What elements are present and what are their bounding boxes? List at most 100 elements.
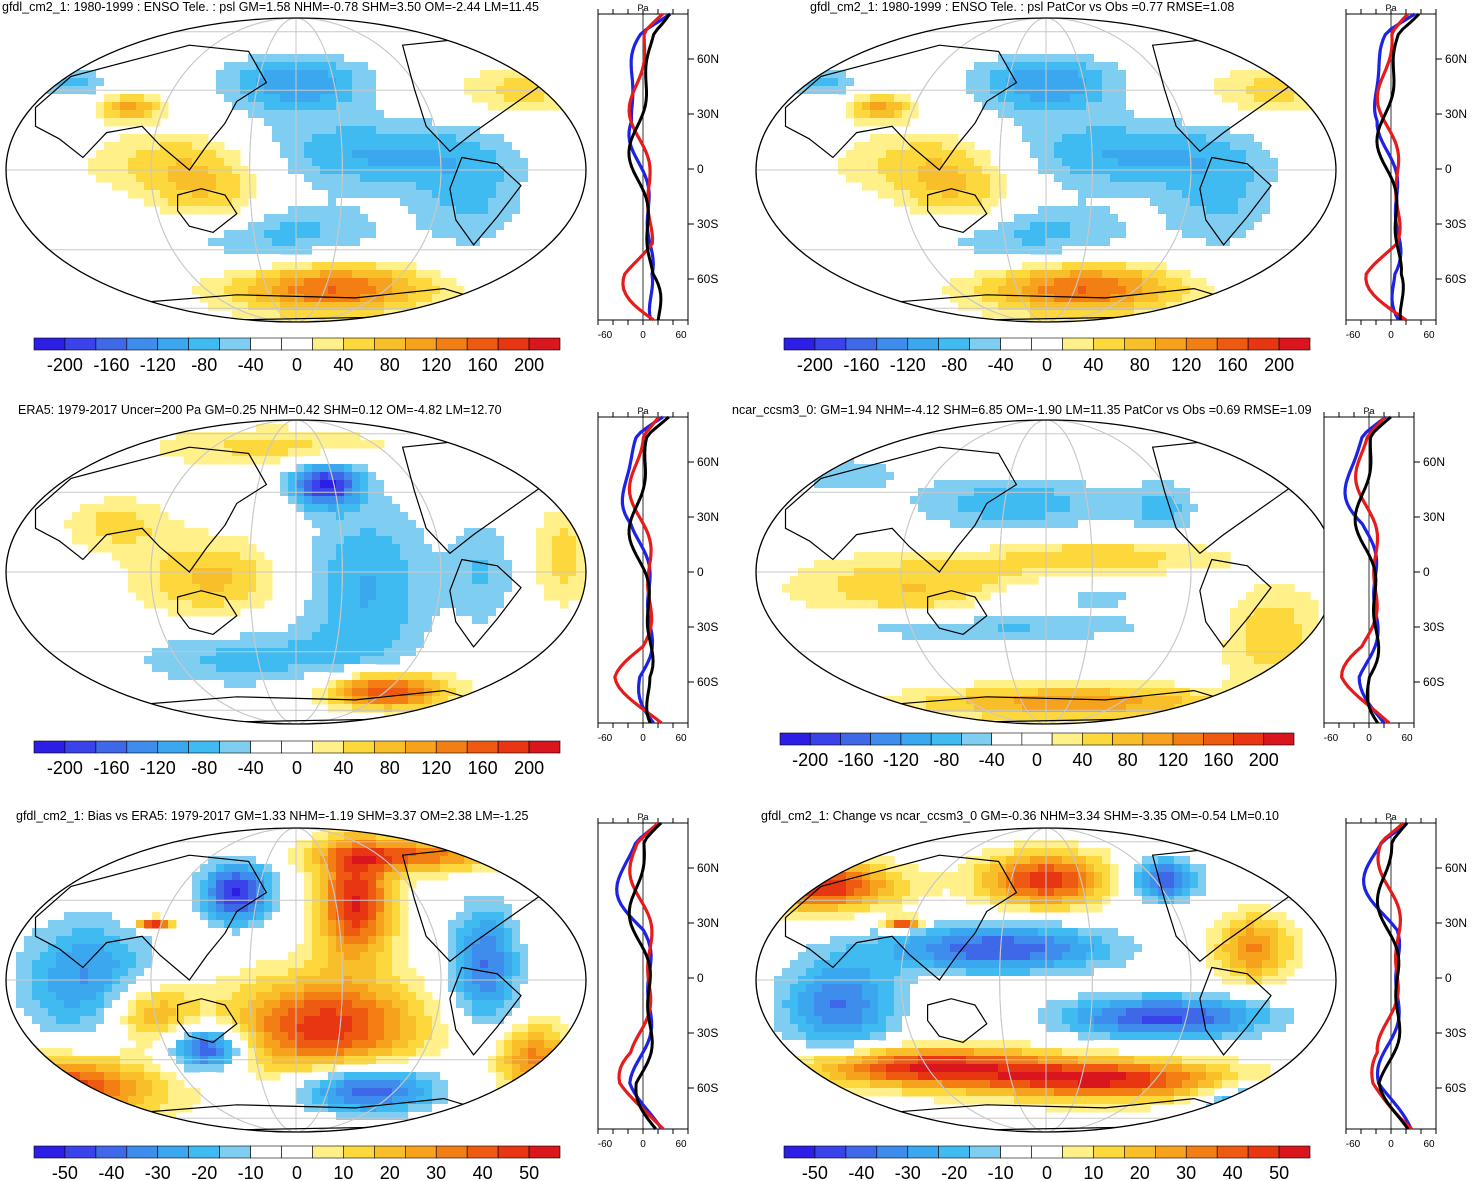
- colorbar-swatch: [64, 740, 97, 754]
- colorbar-swatch: [219, 1145, 251, 1159]
- colorbar-label: -120: [140, 758, 176, 778]
- colorbar-swatch: [466, 337, 499, 351]
- profile-lat-label: 60S: [697, 675, 718, 689]
- colorbar-swatch: [1216, 1145, 1249, 1159]
- profile-x-label: 0: [1366, 733, 1372, 744]
- panel-title: gfdl_cm2_1: Change vs ncar_ccsm3_0 GM=-0…: [761, 809, 1279, 823]
- colorbar-swatch: [250, 740, 282, 754]
- colorbar-swatch: [343, 1145, 375, 1159]
- colorbar-swatch: [961, 732, 992, 746]
- colorbar-swatch: [435, 740, 468, 754]
- colorbar-swatch: [188, 740, 220, 754]
- colorbar-swatch: [497, 337, 530, 351]
- map-panel-3: [5, 419, 587, 725]
- profile-lat-label: 30S: [697, 620, 718, 634]
- colorbar-swatch: [1000, 1145, 1032, 1159]
- colorbar-swatch: [969, 337, 1001, 351]
- colorbar-label: -120: [883, 750, 919, 770]
- colorbar-swatch: [497, 1145, 530, 1159]
- colorbar-swatch: [783, 1145, 816, 1159]
- colorbar-swatch: [312, 337, 344, 351]
- profile-line-black: [1375, 822, 1410, 1130]
- colorbar-swatch: [900, 732, 932, 746]
- colorbar-swatch: [497, 740, 530, 754]
- profile-unit-label: Pa: [637, 3, 648, 13]
- colorbar-label: 0: [292, 1163, 302, 1181]
- colorbar-label: 10: [1083, 1163, 1103, 1181]
- profile-lat-label: 0: [1445, 971, 1452, 985]
- colorbar-swatch: [845, 1145, 878, 1159]
- colorbar-swatch: [783, 337, 816, 351]
- map-field: [6, 18, 586, 322]
- colorbar-swatch: [250, 337, 282, 351]
- map-field: [6, 420, 586, 724]
- colorbar-swatch: [343, 337, 375, 351]
- colorbar-label: -120: [140, 355, 176, 375]
- colorbar-swatch: [938, 337, 970, 351]
- colorbar-swatch: [64, 337, 97, 351]
- colorbar-swatch: [845, 337, 878, 351]
- map-panel-4: [755, 419, 1337, 725]
- colorbar-swatch: [33, 337, 66, 351]
- colorbar-label: -80: [933, 750, 959, 770]
- colorbar-label: 160: [1203, 750, 1233, 770]
- profile-lat-label: 30N: [697, 916, 719, 930]
- profile-lat-label: 60S: [697, 1081, 718, 1095]
- colorbar-label: 30: [426, 1163, 446, 1181]
- colorbar-swatch: [435, 1145, 468, 1159]
- profile-lat-label: 0: [1423, 565, 1430, 579]
- colorbar-label: -30: [145, 1163, 171, 1181]
- colorbar-swatch: [374, 1145, 406, 1159]
- colorbar-swatch: [1062, 1145, 1094, 1159]
- profile-lat-label: 60S: [697, 272, 718, 286]
- profile-line-black: [1375, 12, 1421, 321]
- profile-x-label: 0: [1388, 330, 1394, 341]
- colorbar-swatch: [1216, 337, 1249, 351]
- panel-title: ERA5: 1979-2017 Uncer=200 Pa GM=0.25 NHM…: [18, 403, 502, 417]
- colorbar-swatch: [343, 740, 375, 754]
- colorbar-swatch: [250, 1145, 282, 1159]
- colorbar-label: -160: [843, 355, 879, 375]
- colorbar-swatch: [126, 337, 159, 351]
- profile-x-label: 0: [1388, 1139, 1394, 1150]
- colorbar-label: 160: [468, 758, 498, 778]
- colorbar-swatch: [188, 1145, 220, 1159]
- colorbar-label: 30: [1176, 1163, 1196, 1181]
- colorbar-swatch: [1202, 732, 1234, 746]
- colorbar-label: 200: [514, 758, 544, 778]
- colorbar-swatch: [157, 337, 190, 351]
- colorbar-label: 120: [1158, 750, 1188, 770]
- colorbar-label: -200: [797, 355, 833, 375]
- colorbar-label: 20: [1130, 1163, 1150, 1181]
- profile-x-label: 60: [675, 733, 687, 744]
- colorbar-label: 0: [1042, 1163, 1052, 1181]
- colorbar-label: -200: [47, 355, 83, 375]
- colorbar-swatch: [1082, 732, 1113, 746]
- colorbar-swatch: [991, 732, 1023, 746]
- colorbar-swatch: [157, 1145, 190, 1159]
- profile-x-label: 0: [640, 330, 646, 341]
- colorbar-swatch: [528, 337, 561, 351]
- colorbar-swatch: [1021, 732, 1053, 746]
- profile-lat-label: 60N: [1445, 52, 1467, 66]
- map-field: [756, 18, 1336, 322]
- colorbar-label: -40: [238, 355, 264, 375]
- colorbar-label: -10: [988, 1163, 1014, 1181]
- profile-unit-label: Pa: [1385, 812, 1396, 822]
- colorbar-swatch: [95, 1145, 128, 1159]
- colorbar-swatch: [930, 732, 962, 746]
- colorbar-swatch: [1093, 337, 1125, 351]
- profile-x-label: 60: [675, 330, 687, 341]
- colorbar-panel-3: -200 -160 -120 -80 -40 0 40 80 120 160 200: [33, 740, 561, 778]
- profile-line-black: [627, 821, 663, 1130]
- colorbar-swatch: [64, 1145, 97, 1159]
- colorbar-label: 0: [292, 355, 302, 375]
- colorbar-label: -10: [238, 1163, 264, 1181]
- profile-x-label: -60: [1346, 1139, 1361, 1150]
- colorbar-swatch: [374, 337, 406, 351]
- profile-line-black: [1353, 415, 1392, 724]
- map-border: [5, 419, 587, 725]
- profile-x-label: 60: [1423, 330, 1435, 341]
- colorbar-label: 40: [1223, 1163, 1243, 1181]
- colorbar-label: -120: [890, 355, 926, 375]
